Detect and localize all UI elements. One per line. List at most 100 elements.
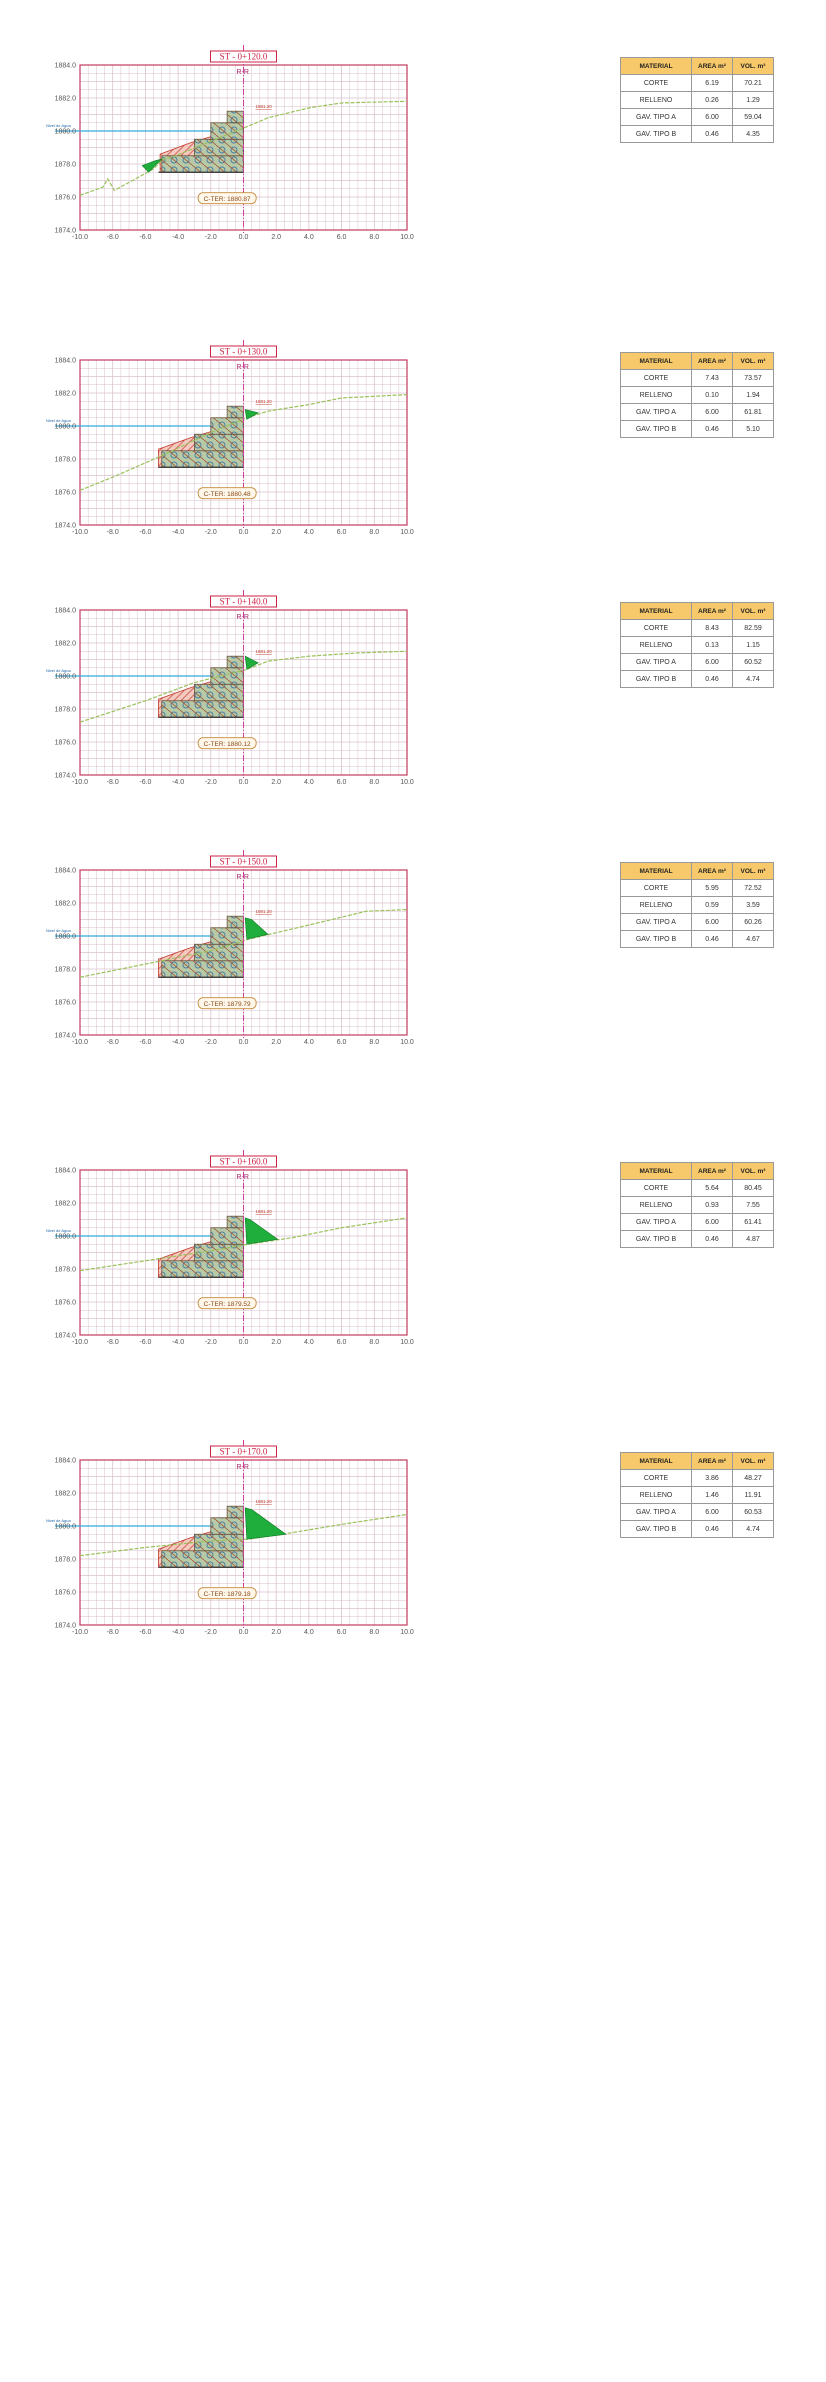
table-row: CORTE 5.95 72.52 <box>620 879 774 897</box>
x-tick-label: 4.0 <box>304 1339 314 1346</box>
x-tick-label: 6.0 <box>337 529 347 536</box>
water-level-label: Nivel de Agua <box>46 928 71 933</box>
volume-cell: 60.26 <box>732 913 774 931</box>
x-tick-label: -8.0 <box>107 1629 119 1636</box>
section-title-box <box>210 345 277 358</box>
cut-area <box>244 655 259 670</box>
x-tick-label: -4.0 <box>172 779 184 786</box>
area-cell: 0.46 <box>691 670 733 688</box>
table-header-vol: VOL. m³ <box>732 352 774 370</box>
quantities-table: MATERIAL AREA m² VOL. m³ CORTE 7.43 73.57 RELL… <box>620 352 774 438</box>
area-cell: 0.46 <box>691 420 733 438</box>
table-header-material: MATERIAL <box>620 57 692 75</box>
y-tick-label: 1874.0 <box>55 1033 77 1040</box>
x-tick-label: 10.0 <box>400 1339 414 1346</box>
table-header-material: MATERIAL <box>620 352 692 370</box>
quantities-table: MATERIAL AREA m² VOL. m³ CORTE 5.64 80.45 RELL… <box>620 1162 774 1248</box>
table-row: GAV. TIPO B 0.46 4.35 <box>620 125 774 143</box>
y-tick-label: 1884.0 <box>55 358 77 365</box>
elevation-tag: 1881.20 <box>256 649 273 654</box>
material-cell: CORTE <box>620 619 692 637</box>
y-tick-label: 1884.0 <box>55 1458 77 1465</box>
cut-area <box>141 158 163 173</box>
area-cell: 0.46 <box>691 930 733 948</box>
area-cell: 0.13 <box>691 636 733 654</box>
quantities-table: MATERIAL AREA m² VOL. m³ CORTE 6.19 70.21 RELL… <box>620 57 774 143</box>
material-cell: GAV. TIPO A <box>620 108 692 126</box>
x-tick-label: -10.0 <box>72 529 88 536</box>
material-cell: GAV. TIPO B <box>620 930 692 948</box>
elevation-tag: 1881.20 <box>256 1499 273 1504</box>
terrain-line <box>79 650 408 723</box>
volume-cell: 1.15 <box>732 636 774 654</box>
x-tick-label: 6.0 <box>337 1339 347 1346</box>
x-tick-label: -4.0 <box>172 529 184 536</box>
x-tick-label: 2.0 <box>271 1339 281 1346</box>
section-title: ST - 0+140.0 <box>220 597 268 607</box>
y-tick-label: 1878.0 <box>55 457 77 464</box>
x-tick-label: -8.0 <box>107 1339 119 1346</box>
table-row: GAV. TIPO B 0.46 4.87 <box>620 1230 774 1248</box>
table-row: CORTE 7.43 73.57 <box>620 369 774 387</box>
table-row: RELLENO 1.46 11.91 <box>620 1486 774 1504</box>
section-title: ST - 0+120.0 <box>220 52 268 62</box>
table-row: RELLENO 0.59 3.59 <box>620 896 774 914</box>
y-tick-label: 1876.0 <box>55 740 77 747</box>
volume-cell: 48.27 <box>732 1469 774 1487</box>
volume-cell: 7.55 <box>732 1196 774 1214</box>
volume-cell: 4.74 <box>732 670 774 688</box>
x-tick-label: 10.0 <box>400 529 414 536</box>
x-tick-label: 8.0 <box>369 1629 379 1636</box>
x-tick-label: 10.0 <box>400 779 414 786</box>
section-title-box <box>210 855 277 868</box>
x-tick-label: -2.0 <box>205 1629 217 1636</box>
x-tick-label: -10.0 <box>72 1039 88 1046</box>
x-tick-label: 0.0 <box>239 234 249 241</box>
table-header-material: MATERIAL <box>620 862 692 880</box>
x-tick-label: 4.0 <box>304 529 314 536</box>
y-tick-label: 1880.0 <box>55 129 77 136</box>
volume-cell: 4.87 <box>732 1230 774 1248</box>
gabion-wall <box>158 1215 244 1278</box>
x-tick-label: 0.0 <box>239 1629 249 1636</box>
x-tick-label: -10.0 <box>72 1629 88 1636</box>
area-cell: 6.00 <box>691 653 733 671</box>
table-header-area: AREA m² <box>691 862 733 880</box>
table-row: GAV. TIPO A 6.00 60.53 <box>620 1503 774 1521</box>
x-tick-label: -6.0 <box>139 1339 151 1346</box>
water-level-label: Nivel de Agua <box>46 1518 71 1523</box>
y-tick-label: 1874.0 <box>55 1623 77 1630</box>
y-tick-label: 1876.0 <box>55 1000 77 1007</box>
x-tick-label: 2.0 <box>271 529 281 536</box>
x-tick-label: 2.0 <box>271 234 281 241</box>
gabion-wall <box>158 1505 244 1568</box>
table-header-material: MATERIAL <box>620 1162 692 1180</box>
table-row: GAV. TIPO B 0.46 4.74 <box>620 1520 774 1538</box>
area-cell: 6.00 <box>691 108 733 126</box>
area-cell: 8.43 <box>691 619 733 637</box>
cross-section-1: Nivel de Agua R-R ST - 0+120.0 1881.20 C-TER… <box>0 25 826 425</box>
y-tick-label: 1882.0 <box>55 391 77 398</box>
terrain-elevation-label: C-TER: 1880.87 <box>204 196 251 203</box>
y-tick-label: 1882.0 <box>55 1491 77 1498</box>
y-tick-label: 1884.0 <box>55 608 77 615</box>
y-tick-label: 1882.0 <box>55 1201 77 1208</box>
volume-cell: 73.57 <box>732 369 774 387</box>
table-row: CORTE 3.86 48.27 <box>620 1469 774 1487</box>
material-cell: RELLENO <box>620 636 692 654</box>
terrain-elevation-label: C-TER: 1879.79 <box>204 1001 251 1008</box>
x-tick-label: 4.0 <box>304 234 314 241</box>
table-header-row: MATERIAL AREA m² VOL. m³ <box>620 602 774 620</box>
gabion-wall <box>158 655 244 718</box>
quantities-table: MATERIAL AREA m² VOL. m³ CORTE 3.86 48.27 RELL… <box>620 1452 774 1538</box>
table-header-row: MATERIAL AREA m² VOL. m³ <box>620 1452 774 1470</box>
x-tick-label: -4.0 <box>172 1339 184 1346</box>
table-header-vol: VOL. m³ <box>732 1452 774 1470</box>
table-header-material: MATERIAL <box>620 1452 692 1470</box>
x-tick-label: -8.0 <box>107 779 119 786</box>
section-title: ST - 0+130.0 <box>220 347 268 357</box>
volume-cell: 72.52 <box>732 879 774 897</box>
table-header-area: AREA m² <box>691 1162 733 1180</box>
x-tick-label: 0.0 <box>239 529 249 536</box>
x-tick-label: 6.0 <box>337 1039 347 1046</box>
